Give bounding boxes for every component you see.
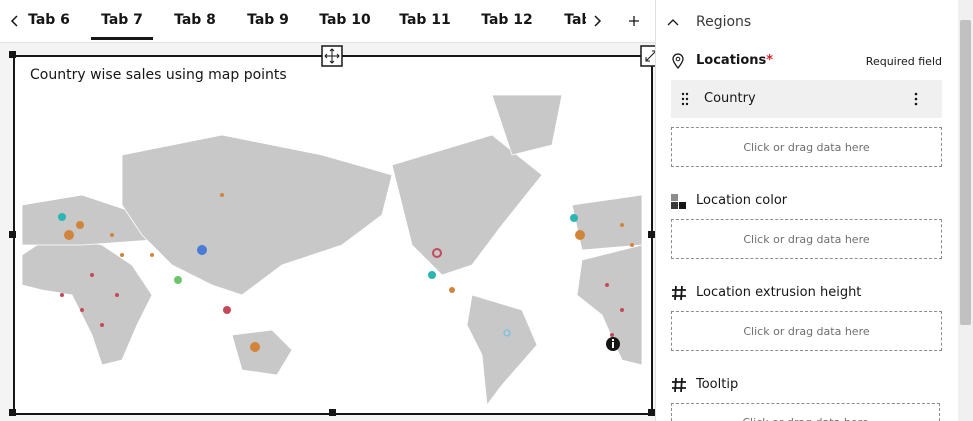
label-text: Locations	[696, 53, 767, 68]
color-icon	[671, 194, 686, 209]
tab[interactable]: Tab 8	[174, 12, 216, 28]
resize-handle[interactable]	[9, 51, 16, 58]
resize-handle[interactable]	[9, 409, 16, 416]
collapse-icon[interactable]	[666, 16, 680, 30]
visualization-frame[interactable]: Country wise sales using map points	[9, 45, 662, 416]
move-handle[interactable]	[321, 45, 343, 67]
panel-title: Regions	[696, 14, 752, 30]
tab-bar: Tab 6 Tab 7 Tab 8 Tab 9 Tab 10 Tab 11 Ta…	[0, 0, 655, 43]
tab-scroll-left[interactable]	[8, 14, 22, 28]
resize-handle[interactable]	[648, 409, 655, 416]
scrollbar[interactable]	[958, 0, 973, 421]
tab[interactable]: Tab 7	[101, 12, 143, 28]
section-label: Locations*	[696, 53, 773, 68]
number-icon	[672, 377, 686, 393]
tab[interactable]: Tab 12	[481, 12, 533, 28]
section-label: Location color	[696, 193, 788, 208]
drop-zone[interactable]: Click or drag data here	[671, 311, 942, 351]
map[interactable]	[22, 95, 642, 405]
location-icon	[672, 53, 684, 69]
drop-zone[interactable]: Click or drag data here	[671, 127, 942, 167]
map-points	[58, 193, 634, 352]
tab-controls	[586, 0, 655, 42]
data-item[interactable]: Country	[671, 80, 942, 118]
required-mark: *	[766, 53, 774, 68]
tab[interactable]: Tab 9	[247, 12, 289, 28]
overflow-menu[interactable]	[913, 92, 919, 106]
selected-tab-indicator	[91, 37, 153, 40]
tab[interactable]: Tab 10	[319, 12, 371, 28]
item-label: Country	[704, 91, 756, 106]
resize-handle[interactable]	[9, 231, 16, 238]
drag-handle[interactable]	[681, 92, 689, 106]
tab[interactable]: Tab 6	[28, 12, 70, 28]
section-label: Location extrusion height	[696, 285, 862, 300]
resize-handle[interactable]	[329, 409, 336, 416]
number-icon	[672, 285, 686, 301]
tab-scroll-right[interactable]	[590, 14, 604, 28]
scrollbar-thumb[interactable]	[960, 20, 971, 325]
tab[interactable]: Tab 11	[399, 12, 451, 28]
info-icon[interactable]	[606, 337, 620, 351]
chart-title: Country wise sales using map points	[30, 67, 287, 83]
add-tab[interactable]	[627, 14, 641, 28]
required-note: Required field	[865, 55, 942, 68]
resize-handle[interactable]	[648, 231, 655, 238]
drop-zone[interactable]: Click or drag data here	[671, 219, 942, 259]
drop-zone[interactable]: Click or drag data here	[671, 403, 940, 421]
section-label: Tooltip	[696, 377, 739, 392]
properties-panel: Regions Locations* Required field Countr…	[655, 0, 959, 421]
